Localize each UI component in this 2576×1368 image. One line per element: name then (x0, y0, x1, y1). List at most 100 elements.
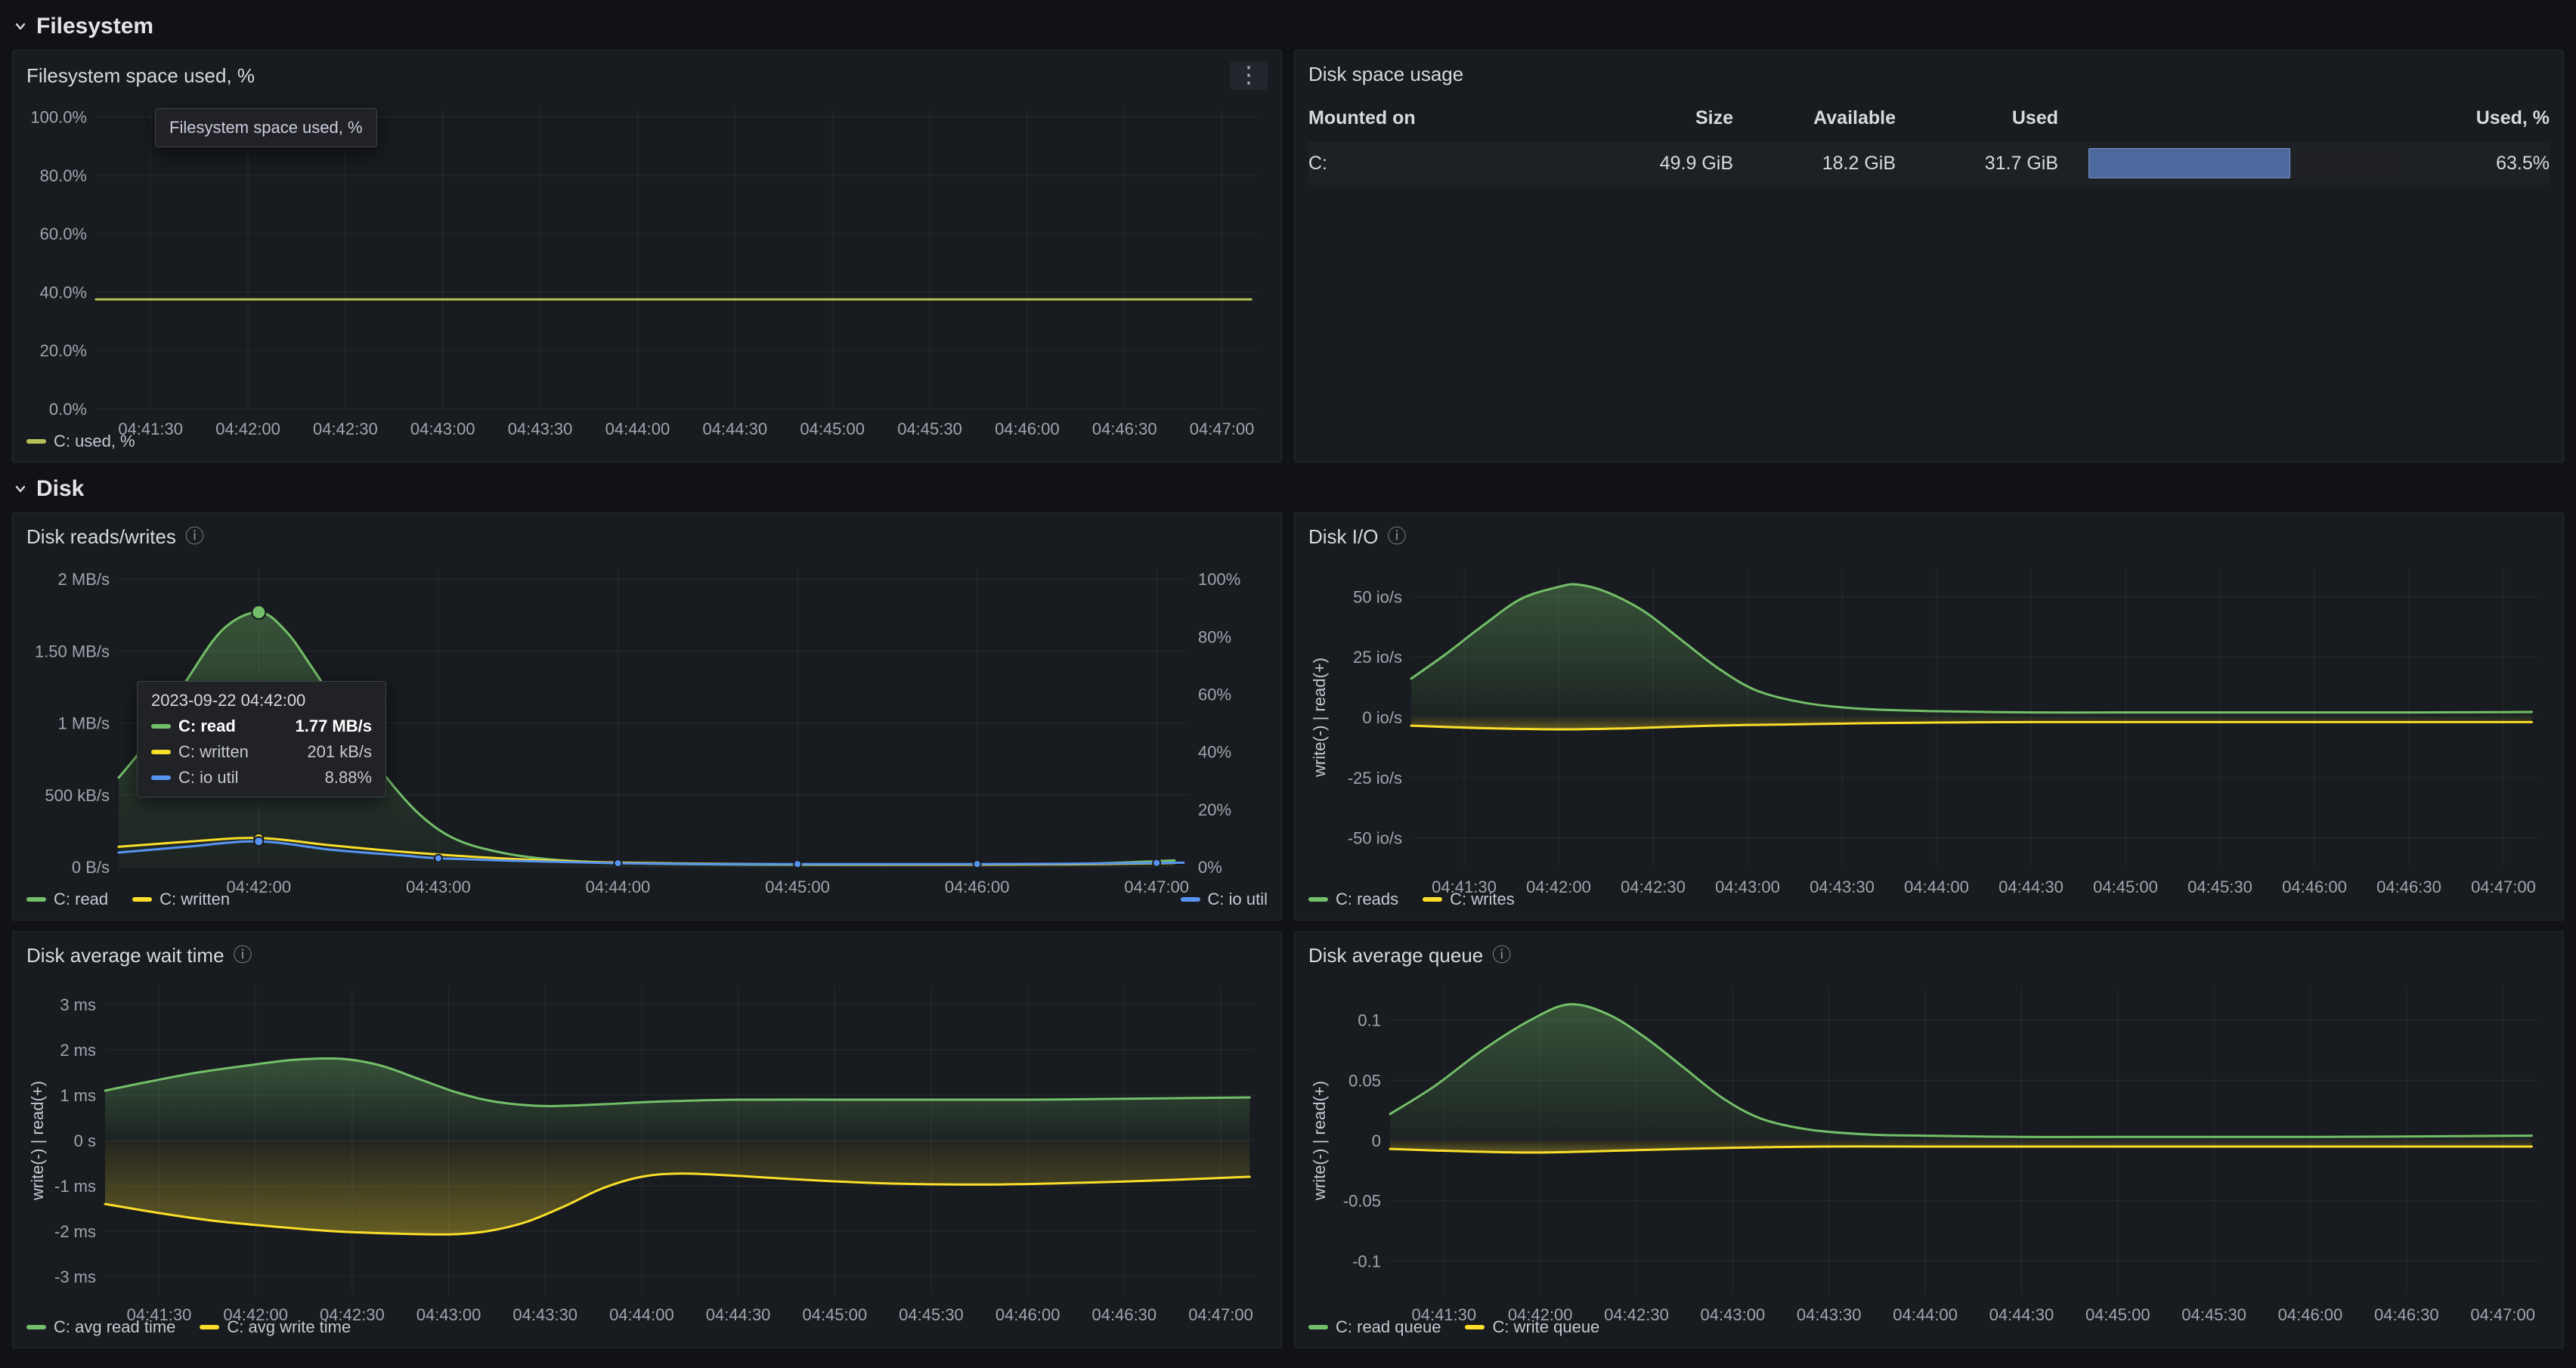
table-header-row: Mounted on Size Available Used Used, % (1308, 94, 2550, 141)
svg-text:1.50 MB/s: 1.50 MB/s (35, 642, 110, 661)
panel-title: Filesystem space used, % (26, 64, 255, 88)
svg-text:04:46:30: 04:46:30 (1092, 1305, 1157, 1324)
svg-text:04:46:30: 04:46:30 (2376, 877, 2441, 896)
svg-text:04:41:30: 04:41:30 (1432, 877, 1497, 896)
svg-text:25 io/s: 25 io/s (1353, 648, 1402, 667)
chevron-down-icon (12, 18, 29, 35)
chart-tooltip: 2023-09-22 04:42:00 C: read 1.77 MB/s C:… (137, 681, 386, 797)
series-swatch (151, 724, 171, 729)
svg-text:04:45:30: 04:45:30 (2181, 1305, 2246, 1324)
svg-text:04:47:00: 04:47:00 (2471, 877, 2536, 896)
svg-text:04:45:30: 04:45:30 (899, 1305, 964, 1324)
panel-header[interactable]: Disk average queue ⓘ (1295, 932, 2563, 971)
svg-text:04:42:00: 04:42:00 (1526, 877, 1591, 896)
svg-text:0: 0 (1372, 1131, 1381, 1150)
panel-header[interactable]: Disk space usage (1295, 51, 2563, 90)
disk-usage-table: Mounted on Size Available Used Used, % C… (1295, 90, 2563, 185)
svg-text:04:45:00: 04:45:00 (2093, 877, 2158, 896)
svg-text:04:43:00: 04:43:00 (1715, 877, 1780, 896)
col-size[interactable]: Size (1605, 107, 1733, 129)
svg-text:80.0%: 80.0% (40, 166, 87, 185)
svg-text:60.0%: 60.0% (40, 224, 87, 243)
svg-text:40.0%: 40.0% (40, 283, 87, 302)
dashboard: Filesystem Filesystem space used, % ⋮ 04… (0, 0, 2576, 1366)
svg-text:04:42:30: 04:42:30 (313, 419, 378, 438)
svg-text:0.0%: 0.0% (49, 400, 87, 419)
svg-text:write(-) | read(+): write(-) | read(+) (28, 1081, 47, 1201)
svg-text:100.0%: 100.0% (30, 108, 87, 127)
disk-average-wait-time-chart[interactable]: 04:41:3004:42:0004:42:3004:43:0004:43:30… (26, 973, 1268, 1311)
svg-text:0.1: 0.1 (1358, 1011, 1381, 1030)
svg-text:04:43:30: 04:43:30 (512, 1305, 577, 1324)
panel-disk-space-usage: Disk space usage Mounted on Size Availab… (1294, 50, 2564, 463)
svg-text:04:45:30: 04:45:30 (2187, 877, 2252, 896)
svg-text:04:47:00: 04:47:00 (1190, 419, 1255, 438)
panel-menu-icon[interactable]: ⋮ (1230, 61, 1268, 90)
svg-text:04:46:00: 04:46:00 (2278, 1305, 2343, 1324)
svg-text:500 kB/s: 500 kB/s (45, 786, 110, 805)
svg-text:04:41:30: 04:41:30 (118, 419, 183, 438)
svg-text:04:42:00: 04:42:00 (226, 877, 291, 896)
svg-text:1 ms: 1 ms (60, 1086, 96, 1105)
section-title: Disk (36, 476, 84, 502)
chart-svg: 04:41:30 04:42:00 04:42:30 04:43:00 04:43:30… (1308, 554, 2550, 903)
svg-text:1 MB/s: 1 MB/s (58, 714, 110, 733)
panel-header[interactable]: Disk I/O ⓘ (1295, 513, 2563, 552)
cell-used-pct: 63.5% (2436, 153, 2550, 175)
svg-text:-0.05: -0.05 (1343, 1192, 1381, 1211)
used-bar-fill (2088, 148, 2290, 178)
svg-text:3 ms: 3 ms (60, 995, 96, 1014)
panel-header[interactable]: Disk reads/writes ⓘ (13, 513, 1281, 552)
info-icon[interactable]: ⓘ (234, 946, 252, 965)
panel-header[interactable]: Disk average wait time ⓘ (13, 932, 1281, 971)
section-filesystem[interactable]: Filesystem (12, 11, 2564, 42)
info-icon[interactable]: ⓘ (185, 528, 204, 546)
info-icon[interactable]: ⓘ (1492, 946, 1511, 965)
tooltip-text: Filesystem space used, % (169, 118, 363, 137)
svg-text:04:45:00: 04:45:00 (765, 877, 830, 896)
panel-header[interactable]: Filesystem space used, % ⋮ (13, 51, 1281, 93)
svg-text:04:47:00: 04:47:00 (1124, 877, 1189, 896)
panel-title: Disk I/O (1308, 525, 1378, 549)
col-mounted-on[interactable]: Mounted on (1308, 107, 1605, 129)
svg-text:04:46:00: 04:46:00 (945, 877, 1010, 896)
svg-text:04:45:00: 04:45:00 (800, 419, 865, 438)
panel-disk-average-wait-time: Disk average wait time ⓘ 04:41:3004:42:0… (12, 931, 1282, 1348)
panel-title-tooltip: Filesystem space used, % (155, 108, 377, 147)
col-available[interactable]: Available (1733, 107, 1896, 129)
svg-text:-25 io/s: -25 io/s (1348, 769, 1402, 788)
tooltip-row: C: read 1.77 MB/s (151, 716, 372, 736)
svg-text:04:46:00: 04:46:00 (995, 1305, 1060, 1324)
svg-text:04:41:30: 04:41:30 (1411, 1305, 1476, 1324)
disk-average-queue-chart[interactable]: 04:41:3004:42:0004:42:3004:43:0004:43:30… (1308, 973, 2550, 1311)
section-title: Filesystem (36, 14, 153, 39)
svg-text:0 s: 0 s (74, 1131, 96, 1150)
svg-text:-1 ms: -1 ms (54, 1177, 96, 1196)
svg-text:04:42:30: 04:42:30 (1621, 877, 1686, 896)
series-swatch (151, 750, 171, 754)
svg-text:04:42:00: 04:42:00 (223, 1305, 288, 1324)
svg-text:04:42:30: 04:42:30 (320, 1305, 385, 1324)
cell-size: 49.9 GiB (1605, 153, 1733, 175)
panel-disk-average-queue: Disk average queue ⓘ 04:41:3004:42:0004:… (1294, 931, 2564, 1348)
svg-text:60%: 60% (1198, 686, 1231, 704)
panel-filesystem-space-used: Filesystem space used, % ⋮ 04:41:30 04:42… (12, 50, 1282, 463)
svg-text:-0.1: -0.1 (1352, 1252, 1381, 1271)
svg-text:04:45:00: 04:45:00 (802, 1305, 867, 1324)
svg-text:04:46:00: 04:46:00 (2282, 877, 2347, 896)
col-used[interactable]: Used (1896, 107, 2058, 129)
svg-text:0 B/s: 0 B/s (72, 858, 110, 877)
section-disk[interactable]: Disk (12, 473, 2564, 505)
svg-text:100%: 100% (1198, 570, 1240, 589)
panel-title: Disk average wait time (26, 944, 224, 967)
table-row[interactable]: C: 49.9 GiB 18.2 GiB 31.7 GiB 63.5% (1308, 141, 2550, 185)
svg-text:-2 ms: -2 ms (54, 1222, 96, 1241)
info-icon[interactable]: ⓘ (1387, 528, 1406, 546)
svg-text:04:43:30: 04:43:30 (1810, 877, 1875, 896)
svg-text:04:44:30: 04:44:30 (1999, 877, 2064, 896)
disk-io-chart[interactable]: 04:41:3004:42:0004:42:3004:43:0004:43:30… (1308, 554, 2550, 884)
tooltip-row: C: written 201 kB/s (151, 742, 372, 762)
svg-text:04:42:00: 04:42:00 (215, 419, 280, 438)
col-used-pct[interactable]: Used, % (2436, 107, 2550, 129)
chart-svg: 04:41:3004:42:0004:42:3004:43:0004:43:30… (26, 973, 1268, 1331)
